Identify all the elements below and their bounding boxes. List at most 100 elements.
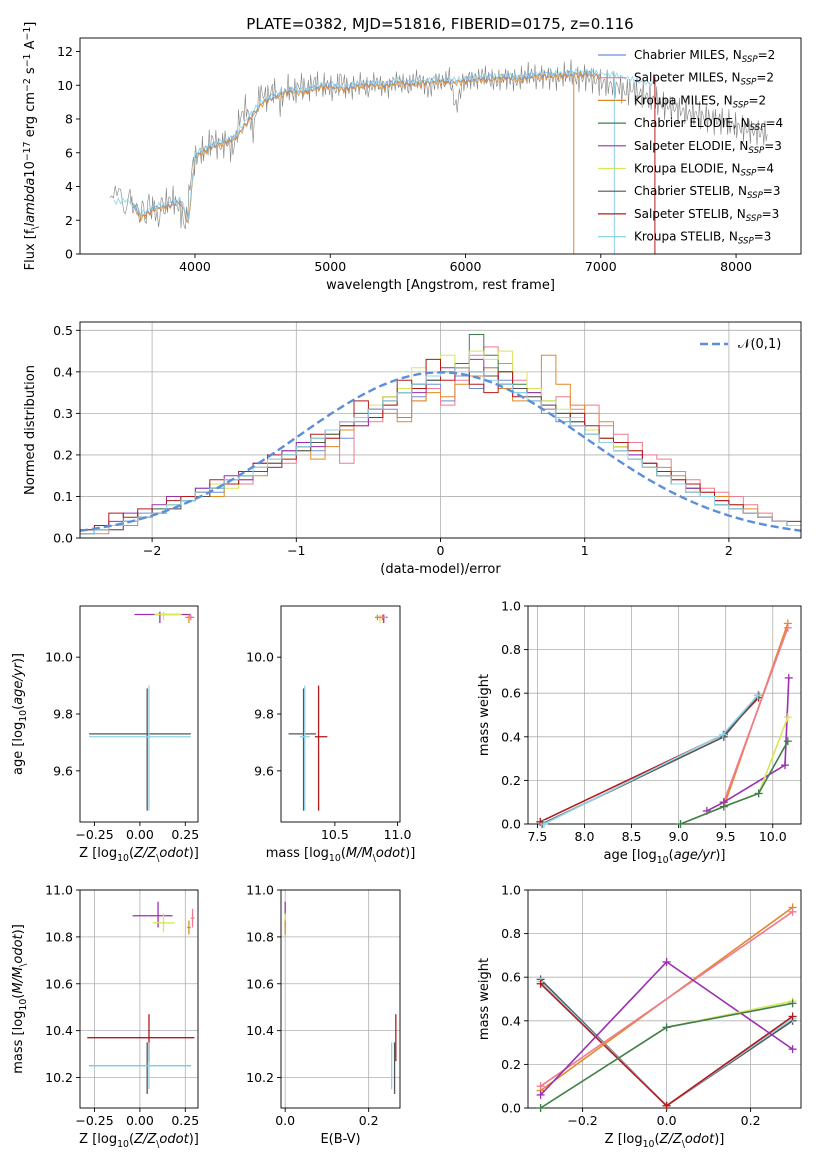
y-tick-label: 10 [57,78,73,93]
x-tick-label: 0.25 [171,1113,199,1128]
y-tick-label: 0.2 [501,773,521,788]
legend-entry-label: Salpeter ELODIE, NSSP=3 [634,139,782,156]
legend-subscript: SSP [741,78,758,88]
axes-residuals: −2 −1 0 1 2 0.0 0.1 0.2 0.3 0.4 0.5 (data-model)/er… [23,321,802,577]
y-axis-label: mass weight [477,674,492,756]
x-tick-label: 8.5 [622,829,642,844]
axes-frame [79,37,802,255]
legend-entry-label: Chabrier MILES, NSSP=2 [634,48,775,65]
y-tick-label: 0.1 [53,489,73,504]
y-tick-label: 4 [65,179,73,194]
histogram-step [80,367,801,538]
axes-mass-vs-EBV: 0.0 0.2 10.2 10.4 10.6 10.8 11.0 E(B-V) [246,883,401,1147]
x-axis-label: wavelength [Angstrom, rest frame] [326,278,555,293]
x-tick-label: 10.0 [759,829,787,844]
y-tick-label: 0.0 [501,1101,521,1116]
y-tick-label: 0.3 [53,406,73,421]
legend-suffix: =3 [754,230,772,244]
gaussian-legend-label: 𝒩(0,1) [738,337,781,352]
x-axis-label: (data-model)/error [380,562,501,577]
y-tick-label: 10.6 [45,976,73,991]
plot-area [284,901,397,1094]
spectrum-line [132,70,602,224]
y-axis-label: mass weight [477,958,492,1040]
y-tick-label: 11.0 [246,883,274,898]
y-tick-label: 11.0 [45,883,73,898]
axes-age-vs-Z: −0.25 0.00 0.25 9.6 9.8 10.0 Z [log10(Z/Z\odot… [11,605,199,864]
x-tick-label: 0.00 [126,827,154,842]
y-axis-label: age [log10(age/yr)] [11,653,29,775]
weight-line [680,740,789,825]
axes-mass-weight-vs-age: 7.5 8.0 8.5 9.0 9.5 10.0 0.0 0.2 0.4 0.6 0.8 1.0 age… [477,599,802,866]
legend-entry-label: Chabrier STELIB, NSSP=3 [634,184,781,201]
axes-frame [527,889,802,1109]
legend-prefix: Kroupa STELIB, N [634,230,738,244]
y-tick-label: 0.4 [53,364,73,379]
axes-frame [280,889,401,1109]
y-axis-label: Normed distribution [23,365,38,495]
y-tick-label: 10.4 [45,1023,73,1038]
axes-age-vs-mass: 10.5 11.0 9.6 9.8 10.0 mass [log10(M/M\odot)] [246,605,415,864]
x-tick-label: 5000 [314,259,346,274]
legend-subscript: SSP [738,237,755,247]
spectrum-line [113,67,656,222]
y-tick-label: 10.2 [45,1070,73,1085]
x-tick-label: 8.0 [575,829,595,844]
y-tick-label: 6 [65,145,73,160]
y-tick-label: 9.8 [254,707,274,722]
axes-frame [280,605,401,823]
x-tick-label: 9.0 [669,829,689,844]
y-tick-label: 9.8 [53,707,73,722]
y-tick-label: 0.4 [501,1013,521,1028]
axes-frame [79,889,199,1109]
y-tick-label: 10.4 [246,1023,274,1038]
x-axis-label: Z [log10(Z/Z\odot)] [605,1132,725,1150]
plot-area [80,334,801,538]
y-tick-label: 10.0 [246,650,274,665]
legend-prefix: Chabrier STELIB, N [634,184,747,198]
x-tick-label: 10.5 [321,827,349,842]
legend-prefix: Chabrier ELODIE, N [634,116,750,130]
y-tick-label: 0.4 [501,729,521,744]
x-tick-label: −2 [143,543,161,558]
axes-mass-weight-vs-Z: −0.2 0.0 0.2 0.0 0.2 0.4 0.6 0.8 1.0 Z [log10(Z/Z… [477,883,802,1150]
x-tick-label: 0.0 [657,1113,677,1128]
y-tick-label: 0.0 [53,531,73,546]
x-axis-label: Z [log10(Z/Z\odot)] [79,1132,199,1150]
legend-subscript: SSP [741,169,758,179]
y-tick-label: 0.5 [53,323,73,338]
legend-suffix: =2 [758,48,776,62]
x-tick-label: 7000 [585,259,617,274]
x-tick-label: 0.2 [741,1113,761,1128]
legend-prefix: Salpeter MILES, N [634,71,741,85]
x-tick-label: −0.25 [75,827,113,842]
legend-suffix: =3 [762,207,780,221]
spectrum-line [109,59,768,230]
y-tick-label: 1.0 [501,599,521,614]
x-tick-label: 8000 [720,259,752,274]
legend-subscript: SSP [748,146,765,156]
y-tick-label: 0.6 [501,686,521,701]
plot-area [288,614,388,811]
x-tick-label: 1 [581,543,589,558]
y-tick-label: 0.8 [501,926,521,941]
figure-title: PLATE=0382, MJD=51816, FIBERID=0175, z=0… [246,15,633,33]
legend-subscript: SSP [742,55,759,65]
legend-entry-label: Salpeter STELIB, NSSP=3 [634,207,779,224]
y-tick-label: 0.2 [501,1057,521,1072]
legend-suffix: =4 [765,116,783,130]
legend-entry-label: Kroupa ELODIE, NSSP=4 [634,162,774,179]
legend-entry-label: Chabrier ELODIE, NSSP=4 [634,116,783,133]
y-tick-label: 0.2 [53,447,73,462]
axes-frame [79,605,199,823]
legend-prefix: Salpeter STELIB, N [634,207,746,221]
y-tick-label: 10.8 [45,929,73,944]
legend-entry-label: Kroupa MILES, NSSP=2 [634,93,766,110]
legend-prefix: Kroupa MILES, N [634,93,733,107]
y-tick-label: 0.6 [501,970,521,985]
x-tick-label: −0.25 [75,1113,113,1128]
y-tick-label: 2 [65,213,73,228]
x-tick-label: 6000 [450,259,482,274]
y-tick-label: 12 [57,44,73,59]
x-tick-label: 0 [437,543,445,558]
